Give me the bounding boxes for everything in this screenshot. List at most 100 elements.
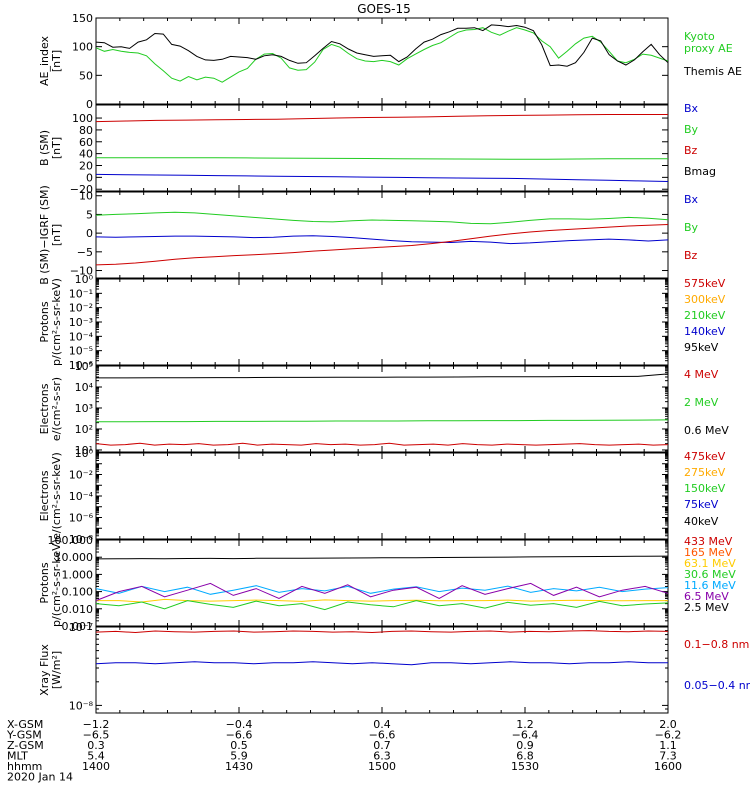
plot-frame (95, 365, 669, 453)
footer-row-label: MLT (7, 750, 28, 763)
y-tick-label: 80 (79, 124, 93, 137)
series-protons-epead-4 (95, 585, 669, 595)
footer-value: 0.7 (373, 739, 391, 752)
y-tick-label: 10⁻⁴ (69, 330, 94, 343)
panel-electrons-mag: 10⁻⁸ 10⁻⁶ 10⁻⁴ 10⁻² 10⁰ Electronse/(cm²-s-sr-… (38, 447, 726, 546)
plot-frame (95, 278, 669, 366)
y-tick-label: 0 (86, 98, 93, 111)
series-electrons-epead-2 (96, 373, 669, 379)
y-tick-label: 10⁵ (75, 360, 93, 373)
plot-frame (95, 539, 669, 627)
legend-entry: 11.6 MeV (684, 579, 736, 592)
footer-value: 1430 (225, 760, 253, 773)
y-tick-label: 20 (79, 159, 93, 172)
y-tick-label: 10¹ (75, 444, 93, 457)
legend-entry: By (684, 123, 699, 136)
series-bsm-2 (95, 114, 668, 123)
y-tick-label: 50 (79, 69, 93, 82)
series-protons-epead-6 (95, 555, 669, 560)
footer-value: 1.2 (516, 718, 534, 731)
figure-title: GOES-15 (357, 2, 411, 16)
footer-value: 0.5 (230, 739, 248, 752)
footer-value: −0.4 (226, 718, 253, 731)
y-tick-label: −20 (70, 183, 93, 196)
series-bigrf-1 (95, 211, 669, 225)
y-tick-label: 0.001 (62, 620, 94, 633)
series-xray-0 (95, 630, 669, 634)
series-protons-epead-5 (95, 582, 669, 602)
y-tick-label: 10 (79, 190, 93, 203)
y-tick-label: 10⁻⁴ (69, 490, 94, 503)
legend-entry: 63.1 MeV (684, 557, 736, 570)
plot-frame (95, 104, 669, 192)
footer-value: 5.9 (230, 750, 248, 763)
y-tick-label: 10⁻³ (69, 316, 93, 329)
y-tick-label: 10⁻⁵ (69, 345, 93, 358)
y-tick-label: −5 (77, 246, 93, 259)
legend-entry: 165 MeV (684, 546, 733, 559)
footer-value: 5.4 (87, 750, 105, 763)
series-bigrf-0 (95, 235, 669, 245)
legend-entry: 275keV (684, 466, 726, 479)
legend-entry: 475keV (684, 450, 726, 463)
legend-entry: 75keV (684, 498, 719, 511)
series-bsm-0 (95, 173, 669, 182)
y-tick-label: 10⁰ (75, 273, 94, 286)
y-tick-label: 10⁻⁶ (69, 512, 94, 525)
plot-frame (95, 626, 669, 714)
y-tick-label: 10⁻¹ (69, 287, 93, 300)
y-axis-label: Electronse/(cm²-s-sr-keV) (38, 452, 63, 540)
panel-xray: 10⁻⁸ 10⁻⁷ Xray Flux[W/m²] 0.1−0.8 nm 0.05−0.… (38, 621, 750, 714)
footer-value: 6.8 (516, 750, 534, 763)
series-xray-1 (95, 661, 668, 666)
y-tick-label: 10.000 (55, 551, 94, 564)
footer-value: 1400 (82, 760, 110, 773)
y-tick-label: 10⁰ (75, 447, 94, 460)
series-ae-0 (95, 27, 669, 83)
ephemeris-footer: X-GSM −1.2 −0.4 0.4 1.2 2.0 Y-GSM −6.5 −6.6 −6.6 −… (6, 718, 682, 784)
legend-entry: 575keV (684, 277, 726, 290)
footer-value: 1600 (654, 760, 682, 773)
y-tick-label: 1.000 (62, 568, 94, 581)
y-tick-label: 150 (72, 12, 93, 25)
series-bsm-1 (96, 157, 668, 160)
footer-value: 1530 (511, 760, 539, 773)
footer-value: −1.2 (83, 718, 110, 731)
footer-date: 2020 Jan 14 (7, 771, 73, 784)
y-axis-label: Protonsp/(cm²-s-sr-keV) (38, 278, 63, 366)
footer-value: −6.4 (512, 729, 539, 742)
footer-value: 0.4 (373, 718, 391, 731)
y-tick-label: 0.100 (62, 586, 94, 599)
y-tick-label: 10³ (75, 402, 93, 415)
legend-entry: 300keV (684, 293, 726, 306)
series-electrons-epead-1 (96, 419, 669, 423)
legend-entry: Bz (684, 144, 698, 157)
y-tick-label: 10⁻² (69, 469, 93, 482)
legend-entry: Bz (684, 249, 698, 262)
footer-value: 0.9 (516, 739, 534, 752)
series-ae-1 (95, 24, 669, 67)
legend-entry: 150keV (684, 482, 726, 495)
legend-entry: 140keV (684, 325, 726, 338)
panel-electrons-epead: 10¹ 10² 10³ 10⁴ 10⁵ Electronse/(cm²-s-sr) 4 Me… (38, 360, 729, 457)
footer-value: 7.3 (659, 750, 677, 763)
series-bigrf-2 (95, 224, 669, 266)
y-tick-label: 0 (86, 171, 93, 184)
panel-ae: 0 50 100 150 AE_index[nT] Kyoto proxy AE Themis… (38, 12, 742, 111)
series-protons-epead-3 (95, 600, 669, 611)
legend-entry: Bx (684, 102, 699, 115)
legend-entry: By (684, 221, 699, 234)
legend-entry: Themis AE (683, 65, 742, 78)
series-electrons-epead-0 (95, 442, 669, 446)
footer-value: 6.3 (373, 750, 391, 763)
y-tick-label: 10⁻² (69, 302, 93, 315)
footer-value: 1500 (368, 760, 396, 773)
y-axis-label: Xray Flux[W/m²] (38, 644, 63, 696)
legend-entry: 6.5 MeV (684, 590, 729, 603)
footer-value: −6.5 (83, 729, 110, 742)
footer-row-label: Y-GSM (6, 729, 42, 742)
y-tick-label: 5 (86, 208, 93, 221)
